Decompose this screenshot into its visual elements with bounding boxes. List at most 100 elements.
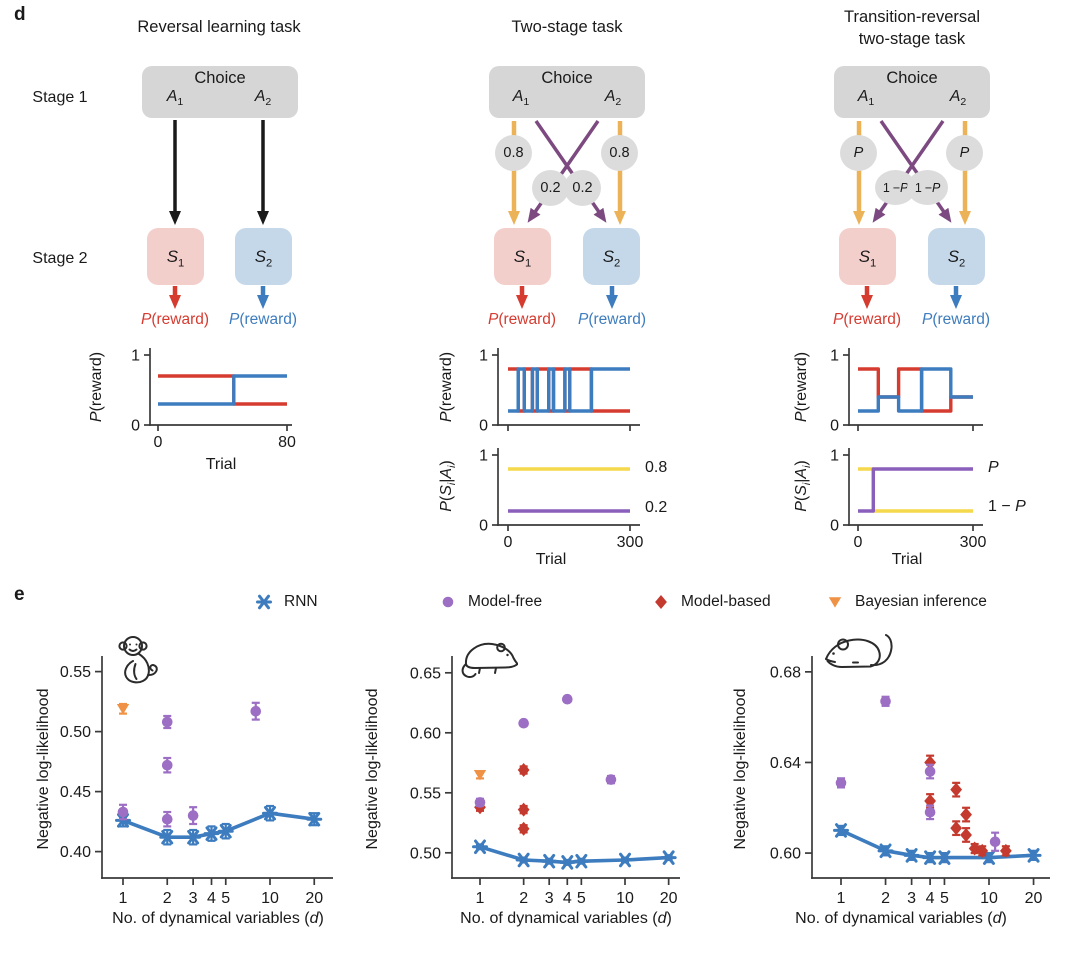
tick-label: 5 — [221, 890, 230, 907]
choice-label: Choice — [194, 69, 246, 87]
data-point — [161, 716, 173, 728]
tick-label: 2 — [519, 890, 528, 907]
tick-label: 3 — [907, 890, 916, 907]
tick-label: 0.64 — [770, 755, 801, 772]
data-point — [999, 843, 1012, 858]
stage-2-label: Stage 2 — [32, 250, 88, 267]
reward-prob-S2 — [858, 367, 973, 413]
tick-label: 1 — [119, 890, 128, 907]
data-point — [950, 821, 963, 836]
tick-label: 10 — [980, 890, 998, 907]
rat-chart-ylabel: Negative log-likelihood — [364, 688, 381, 850]
data-point — [518, 717, 529, 729]
legend-label: Model-free — [468, 593, 543, 610]
reward-prob-S1 — [858, 367, 973, 413]
tick-label: 0 — [131, 418, 140, 435]
legend-label: RNN — [284, 593, 318, 610]
trreversal-xlabel: Trial — [891, 551, 923, 568]
legend-item-model-free: Model-free — [437, 592, 542, 612]
tick-label: 0 — [830, 518, 839, 535]
transition-prob-badge: 0.2 — [564, 170, 601, 206]
p-reward-s2-label: P(reward) — [228, 311, 298, 328]
tick-label: 0.50 — [410, 845, 441, 862]
line — [924, 850, 937, 865]
task-title-twostage: Two-stage task — [417, 16, 717, 38]
panel-d-label: d — [14, 4, 26, 25]
tick-label: 300 — [617, 534, 644, 551]
p-reward-s1-label: P(reward) — [832, 311, 902, 328]
p-reward-s1-label: P(reward) — [140, 311, 210, 328]
tick-label: 0 — [154, 434, 163, 451]
line — [187, 829, 200, 845]
line — [264, 805, 276, 821]
state-s2-label: S2 — [254, 246, 273, 269]
mouse-chart-xlabel: No. of dynamical variables (d) — [795, 910, 1007, 927]
choice-box: Choice — [142, 66, 298, 118]
action-a1-label: A1 — [857, 88, 875, 109]
choice-box: Choice — [834, 66, 990, 118]
tick-label: 20 — [1025, 890, 1043, 907]
p-reward-s2-label: P(reward) — [577, 311, 647, 328]
state-s1-label: S1 — [858, 246, 877, 269]
tick-label: 0.55 — [410, 785, 441, 802]
data-point — [117, 806, 129, 818]
title-line: Transition-reversal — [843, 8, 980, 26]
action-a2-label: A2 — [254, 88, 272, 109]
monkey-chart-ylabel: Negative log-likelihood — [35, 688, 52, 850]
monkey-chart-xlabel: No. of dynamical variables (d) — [112, 910, 324, 927]
action-a1-label: A1 — [166, 88, 184, 109]
model-free-legend-marker — [442, 596, 454, 608]
line — [619, 852, 631, 868]
line — [835, 823, 847, 838]
legend-item-bayesian: Bayesian inference — [824, 592, 987, 612]
p-reward-s1-label: P(reward) — [487, 311, 557, 328]
data-point — [116, 704, 130, 715]
tick-label: 3 — [189, 890, 198, 907]
transition-prob-purple — [858, 467, 973, 513]
tick-label: 20 — [660, 890, 678, 907]
line — [517, 852, 530, 868]
bayesian-legend-marker — [828, 597, 842, 608]
state-s1-box: S1 — [494, 228, 551, 285]
line — [575, 853, 588, 869]
tick-label: 0 — [479, 518, 488, 535]
tick-label: 0 — [504, 534, 513, 551]
tick-label: 0.55 — [60, 664, 91, 681]
tick-label: 4 — [207, 890, 216, 907]
line — [258, 594, 270, 610]
data-point — [561, 693, 573, 705]
transition-prob-badge: P — [840, 135, 877, 171]
monkey-icon — [118, 636, 158, 684]
p-reward-s2-label: P(reward) — [921, 311, 991, 328]
data-point — [976, 843, 989, 858]
data-point — [473, 770, 487, 781]
data-point — [960, 827, 972, 842]
twostage-xlabel: Trial — [535, 551, 567, 568]
choice-label: Choice — [541, 69, 593, 87]
task-title-transition-reversal: Transition-reversal two-stage task — [762, 6, 1062, 50]
data-point — [880, 696, 891, 707]
tick-label: 1 — [479, 348, 488, 365]
tick-label: 0.60 — [410, 725, 441, 742]
p-value-label: P — [988, 459, 999, 476]
rat-chart-xlabel: No. of dynamical variables (d) — [460, 910, 672, 927]
tick-label: 5 — [940, 890, 949, 907]
state-s1-label: S1 — [513, 246, 532, 269]
data-point — [924, 755, 937, 770]
data-point — [250, 705, 262, 717]
transition-prob-badge: P — [946, 135, 983, 171]
reward-prob-S2 — [508, 367, 630, 413]
line — [219, 823, 232, 839]
trreversal-transition-ylabel: P(Si|Ai) — [793, 460, 814, 512]
title-line: Two-stage task — [511, 18, 623, 36]
tick-label: 0 — [854, 534, 863, 551]
data-point — [655, 595, 667, 609]
panel-e-label: e — [14, 584, 25, 605]
transition-prob-badge: 0.2 — [532, 170, 569, 206]
data-point — [924, 807, 936, 818]
tick-label: 4 — [563, 890, 572, 907]
action-a1-label: A1 — [512, 88, 530, 109]
line — [938, 850, 951, 865]
tick-label: 1 — [476, 890, 485, 907]
